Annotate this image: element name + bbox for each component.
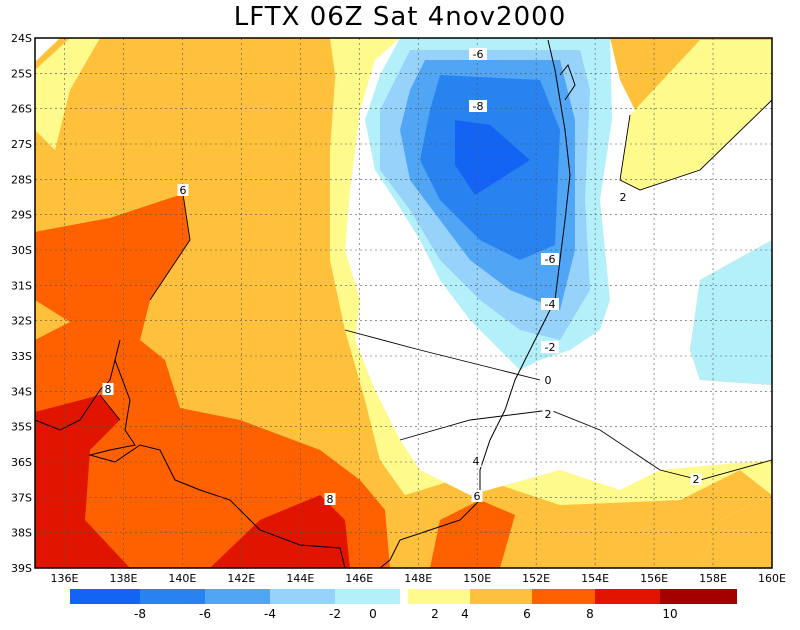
fill-darkred-bm (210, 495, 350, 568)
contour-label: -8 (473, 100, 484, 113)
lon-tick-label: 158E (699, 572, 727, 585)
contour-label-bg (470, 455, 482, 467)
fill-red-left-b (35, 194, 390, 568)
lon-tick-label: 146E (345, 572, 373, 585)
lon-tick-label: 142E (227, 572, 255, 585)
fill-orange-br (700, 495, 772, 568)
fill-neg-8 (455, 120, 530, 195)
contour-label: -4 (545, 298, 556, 311)
contour-label-bg (541, 253, 559, 265)
lat-tick-label: 37S (11, 491, 32, 504)
contour-label: 8 (105, 383, 112, 396)
fill-white-corner (35, 38, 60, 62)
contour-label-bg (177, 184, 189, 196)
contour-label: 0 (545, 374, 552, 387)
lat-axis-labels: 24S 25S 26S 27S 28S 29S 30S 31S 32S 33S 34S 35S 36S 3… (11, 32, 32, 575)
contour-label: 2 (693, 473, 700, 486)
lat-tick-label: 30S (11, 244, 32, 257)
lon-tick-label: 154E (581, 572, 609, 585)
fill-orange-left-notch (35, 300, 70, 340)
lat-tick-label: 28S (11, 173, 32, 186)
contour-label-bg (542, 408, 554, 420)
lat-tick-label: 34S (11, 385, 32, 398)
contour-label: -6 (545, 253, 556, 266)
fill-yellow-topright (620, 40, 772, 190)
lat-tick-label: 38S (11, 527, 32, 540)
lat-tick-label: 26S (11, 103, 32, 116)
lon-axis-labels: 136E 138E 140E 142E 144E 146E 148E 150E 152E 154E… (51, 572, 787, 585)
lat-tick-label: 27S (11, 138, 32, 151)
contour-label-bg (541, 298, 559, 310)
contour-label-bg (541, 341, 559, 353)
lat-tick-label: 25S (11, 67, 32, 80)
contour-labels: -6 -8 6 2 -6 -4 -2 0 2 8 8 4 6 2 (102, 48, 702, 506)
contour-label: -6 (473, 48, 484, 61)
contour-label-bg (542, 374, 554, 386)
fill-yellow-topleft (35, 38, 100, 150)
fill-red-br (430, 500, 515, 568)
lon-tick-label: 160E (758, 572, 786, 585)
contour-label: 2 (620, 191, 627, 204)
fill-cyan-right (690, 240, 772, 385)
lat-tick-label: 24S (11, 32, 32, 45)
map-frame (34, 37, 773, 569)
lon-tick-label: 136E (51, 572, 79, 585)
lon-tick-label: 150E (463, 572, 491, 585)
map-fill-layers (35, 38, 772, 568)
fill-darkred-bl (35, 395, 130, 568)
lon-tick-label: 144E (286, 572, 314, 585)
contour-label: 8 (327, 493, 334, 506)
contour-label: -2 (545, 341, 556, 354)
lat-tick-label: 32S (11, 315, 32, 328)
lat-tick-label: 33S (11, 350, 32, 363)
lat-tick-label: 39S (11, 562, 32, 575)
lon-tick-label: 156E (640, 572, 668, 585)
lon-tick-label: 152E (522, 572, 550, 585)
contour-label-bg (324, 493, 336, 505)
contour-label: 2 (545, 408, 552, 421)
contour-label-bg (690, 473, 702, 485)
contour-label-bg (617, 191, 629, 203)
lat-tick-label: 31S (11, 279, 32, 292)
contour-label: 6 (474, 490, 481, 503)
contour-label-bg (469, 100, 487, 112)
lat-tick-label: 35S (11, 421, 32, 434)
contour-label-bg (102, 383, 114, 395)
contour-label-bg (471, 490, 483, 502)
contour-label-bg (469, 48, 487, 60)
contour-label: 4 (473, 455, 480, 468)
lon-tick-label: 140E (168, 572, 196, 585)
page-title: LFTX 06Z Sat 4nov2000 (233, 2, 567, 32)
lat-tick-label: 29S (11, 209, 32, 222)
contour-label: 6 (180, 184, 187, 197)
lon-tick-label: 148E (404, 572, 432, 585)
lon-tick-label: 138E (109, 572, 137, 585)
lat-tick-label: 36S (11, 456, 32, 469)
